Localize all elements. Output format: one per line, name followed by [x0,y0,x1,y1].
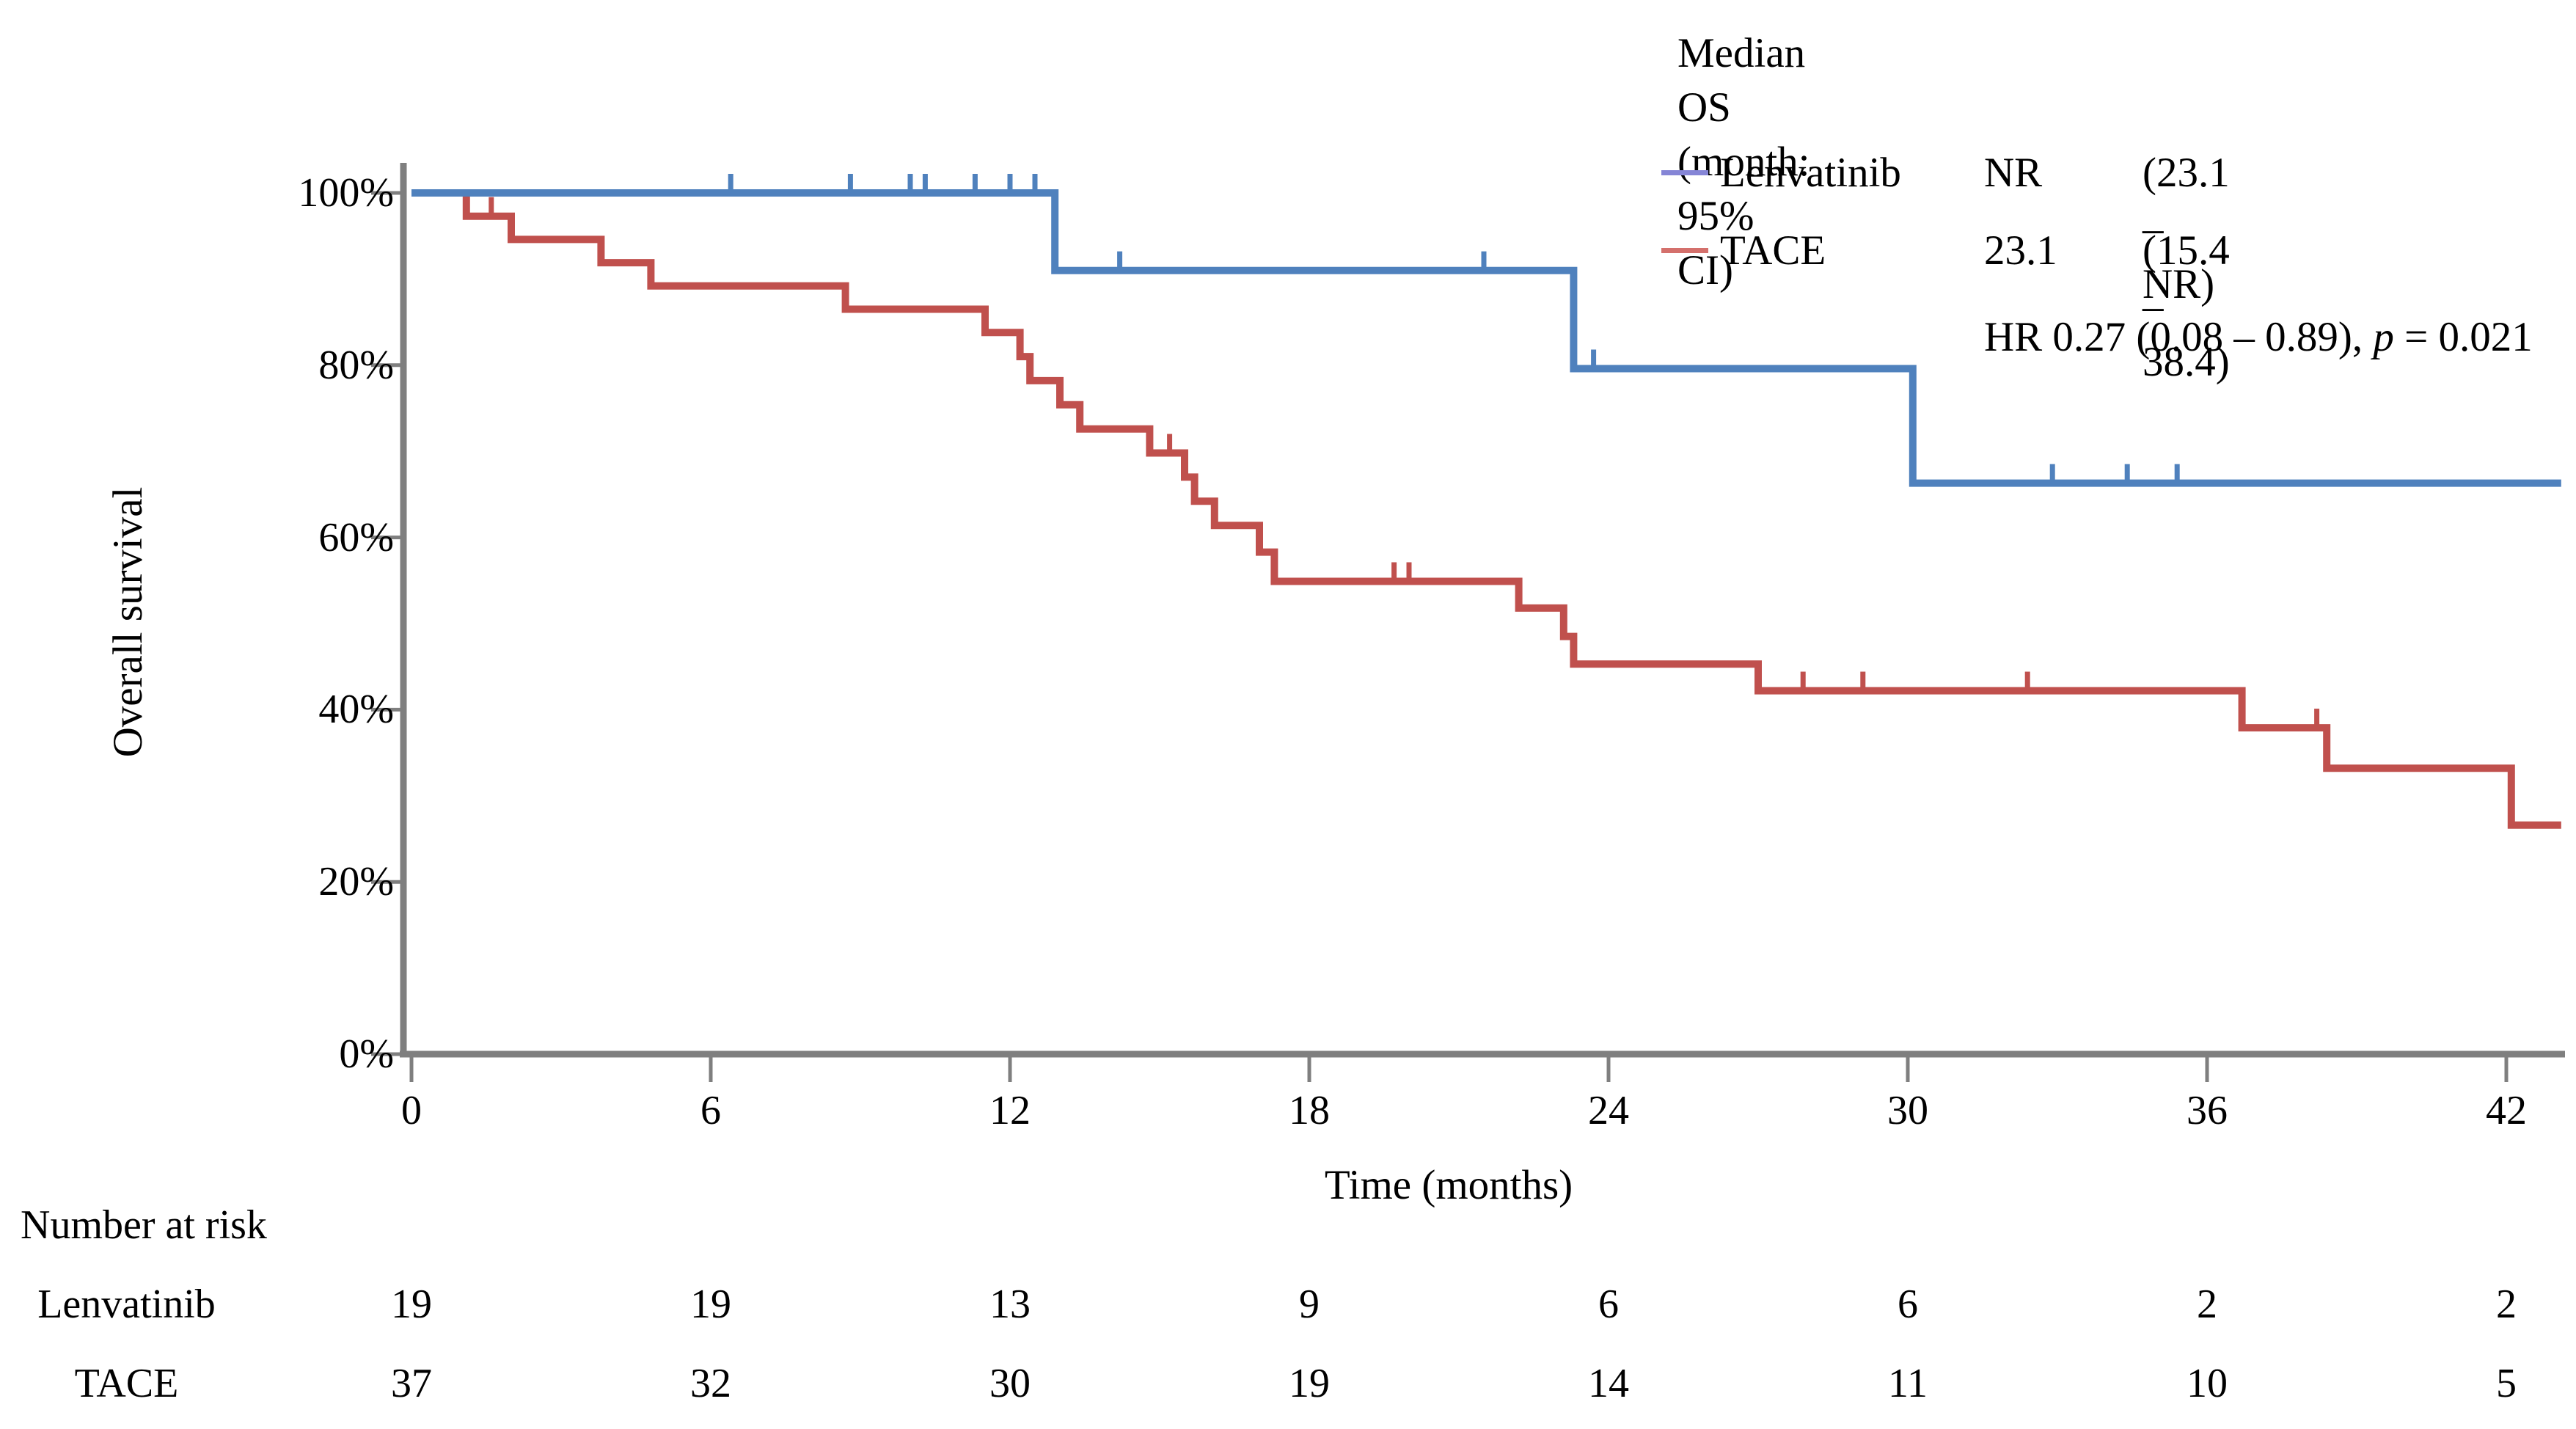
y-tick-label: 40% [318,687,394,733]
risk-count-tace: 30 [989,1361,1031,1406]
risk-count-tace: 14 [1588,1361,1629,1406]
x-tick-label: 12 [989,1088,1031,1133]
risk-count-tace: 37 [391,1361,432,1406]
risk-count-lenvatinib: 19 [690,1282,731,1327]
y-tick-label: 20% [318,859,394,905]
legend-median-value: NR [1984,150,2043,196]
lenvatinib-line-swatch [1661,170,1708,175]
y-tick-label: 80% [318,342,394,388]
legend-ci-value: (15.4 – 38.4) [2143,227,2230,385]
hr-p-symbol: p [2373,314,2394,360]
risk-count-lenvatinib: 6 [1898,1282,1918,1327]
risk-table-header: Number at risk [21,1202,267,1248]
risk-count-lenvatinib: 2 [2496,1282,2517,1327]
risk-count-tace: 32 [690,1361,731,1406]
legend-median-value: 23.1 [1984,227,2057,274]
x-tick-label: 42 [2486,1088,2527,1133]
x-tick-label: 18 [1289,1088,1330,1133]
x-tick-label: 24 [1588,1088,1629,1133]
risk-count-tace: 19 [1289,1361,1330,1406]
legend-ci-value: (23.1 – NR) [2143,150,2230,307]
x-tick-label: 30 [1887,1088,1928,1133]
risk-count-tace: 11 [1888,1361,1928,1406]
y-tick-label: 100% [298,170,394,216]
risk-count-lenvatinib: 2 [2197,1282,2217,1327]
y-axis-title: Overall survival [105,486,151,758]
lenvatinib-survival-curve [411,189,2561,487]
risk-count-tace: 5 [2496,1361,2517,1406]
risk-row-label-tace: TACE [74,1361,179,1406]
hazard-ratio-text: HR 0.27 (0.08 – 0.89), p = 0.021 [1984,310,2533,365]
hr-prefix: HR 0.27 (0.08 – 0.89), [1984,314,2374,360]
x-axis-title: Time (months) [1324,1162,1573,1208]
risk-count-lenvatinib: 13 [989,1282,1031,1327]
risk-count-lenvatinib: 19 [391,1282,432,1327]
legend-series-name: TACE [1720,227,1826,274]
x-tick-label: 0 [401,1088,422,1133]
legend-title: Median OS (month: 95% CI) [1677,30,1810,293]
tace-line-swatch [1661,248,1708,253]
x-tick-label: 6 [700,1088,721,1133]
risk-count-tace: 10 [2187,1361,2228,1406]
y-tick-label: 0% [339,1031,394,1077]
y-tick-label: 60% [318,514,394,560]
x-tick-label: 36 [2187,1088,2228,1133]
risk-row-label-lenvatinib: Lenvatinib [37,1282,216,1327]
risk-count-lenvatinib: 9 [1299,1282,1320,1327]
legend-series-name: Lenvatinib [1720,150,1901,196]
risk-count-lenvatinib: 6 [1598,1282,1619,1327]
tace-survival-curve [411,189,2561,829]
hr-suffix: = 0.021 [2393,314,2533,360]
